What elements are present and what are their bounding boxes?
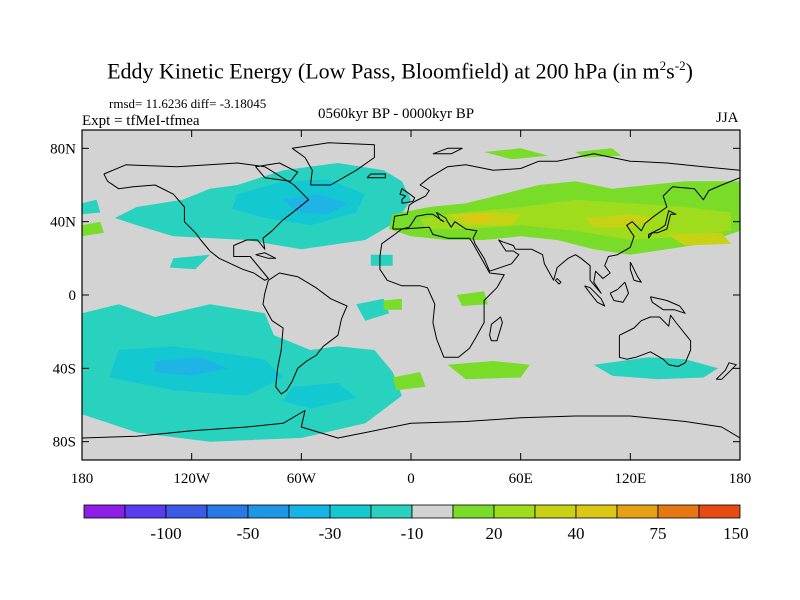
colorbar-label: -100 <box>150 524 181 543</box>
shade-north-china-max <box>584 214 658 228</box>
shade-north-atlantic-max <box>283 194 347 215</box>
title-main: Eddy Kinetic Energy (Low Pass, Bloomfiel… <box>107 58 660 84</box>
coast-svalbard <box>432 147 463 155</box>
colorbar-bin <box>288 504 331 519</box>
coast-north-america <box>103 162 310 281</box>
shade-drake-passage <box>283 383 357 409</box>
shade-arctic-eurasia <box>484 148 549 160</box>
colorbar-bin <box>534 504 577 519</box>
coast-south-america <box>262 272 348 395</box>
shade-south-pacific-max <box>155 357 229 376</box>
colorbar-bin <box>698 504 741 519</box>
colorbar-bin <box>206 504 249 519</box>
colorbar-label: -50 <box>237 524 260 543</box>
y-tick-label: 40N <box>50 215 76 231</box>
x-tick-label: 180 <box>729 471 752 487</box>
shade-east-pacific <box>169 254 210 270</box>
coast-eurasia <box>392 153 740 294</box>
colorbar-bin <box>493 504 536 519</box>
y-tick-label: 80N <box>50 141 76 157</box>
coast-madagascar <box>489 316 503 342</box>
shade-equatorial-atlantic <box>356 298 390 321</box>
chart-title: Eddy Kinetic Energy (Low Pass, Bloomfiel… <box>0 58 800 84</box>
experiment-label: Expt = tfMeI-tfmea <box>82 113 200 129</box>
x-tick-label: 120E <box>614 471 646 487</box>
colorbar-bin <box>616 504 659 519</box>
colorbar-label: 150 <box>723 524 749 543</box>
coast-greenland <box>291 142 375 186</box>
colorbar-bin <box>452 504 495 519</box>
shade-australia-south <box>593 357 719 380</box>
title-unit-sup1: 2 <box>659 58 667 73</box>
title-close: ) <box>685 58 693 84</box>
colorbar-bin <box>329 504 372 519</box>
y-tick-label: 80S <box>53 435 76 451</box>
coast-cuba <box>255 252 277 259</box>
y-tick-label: 0 <box>69 288 77 304</box>
colorbar-bin <box>657 504 700 519</box>
colorbar-label: -10 <box>401 524 424 543</box>
shade-dateline-west <box>82 199 101 215</box>
shade-south-indian-ocean <box>447 361 530 380</box>
colorbar-bin <box>83 504 126 519</box>
x-tick-label: 60E <box>509 471 533 487</box>
x-tick-label: 60W <box>287 471 317 487</box>
shade-east-africa <box>456 291 488 306</box>
colorbar-bin <box>124 504 167 519</box>
coast-britain <box>399 188 416 204</box>
colorbar-bin <box>165 504 208 519</box>
period-label: 0560kyr BP - 0000kyr BP <box>318 106 475 122</box>
coast-sri-lanka <box>554 278 562 285</box>
colorbar-bin <box>247 504 290 519</box>
coast-australia <box>618 314 692 367</box>
coast-africa <box>379 226 505 358</box>
shade-south-atlantic <box>392 372 426 391</box>
coast-sumatra <box>584 285 606 307</box>
colorbar-bin <box>411 504 454 519</box>
coast-new-guinea <box>649 296 686 314</box>
colorbar-bin <box>575 504 618 519</box>
shade-black-sea-max <box>465 214 494 222</box>
coast-antarctica <box>82 410 740 439</box>
y-tick-label: 40S <box>53 361 76 377</box>
rmsd-diff-text: rmsd= 11.6236 diff= -3.18045 <box>109 96 267 111</box>
coast-baffin <box>255 162 299 182</box>
shade-west-africa-coast <box>370 254 393 266</box>
x-tick-label: 180 <box>71 471 94 487</box>
title-unit-sup2: -2 <box>674 58 686 73</box>
shade-dateline-east <box>82 221 104 237</box>
colorbar-label: -30 <box>319 524 342 543</box>
x-tick-label: 120W <box>173 471 211 487</box>
axes: 180 120W 60W 0 60E 120E 180 80N 40N 0 40S 80S <box>50 130 751 487</box>
coast-borneo <box>609 281 629 303</box>
coast-iceland <box>366 173 386 179</box>
coast-philippines <box>629 261 642 283</box>
colorbar-label: 40 <box>568 524 585 543</box>
colorbar-bin <box>370 504 413 519</box>
x-tick-label: 0 <box>407 471 415 487</box>
shade-northwest-pacific-max <box>666 232 731 246</box>
coast-new-zealand <box>715 362 737 380</box>
title-unit-mid: s <box>666 58 675 84</box>
colorbar-label: 75 <box>650 524 667 543</box>
colorbar: -100 -50 -30 -10 20 40 75 150 <box>83 504 749 543</box>
coastlines <box>82 142 740 439</box>
colorbar-label: 20 <box>486 524 503 543</box>
shade-eurasia-core <box>420 199 731 240</box>
shade-gulf-of-guinea <box>383 298 402 310</box>
coast-japan <box>648 210 677 239</box>
season-label: JJA <box>716 110 739 126</box>
map-area <box>82 130 740 460</box>
